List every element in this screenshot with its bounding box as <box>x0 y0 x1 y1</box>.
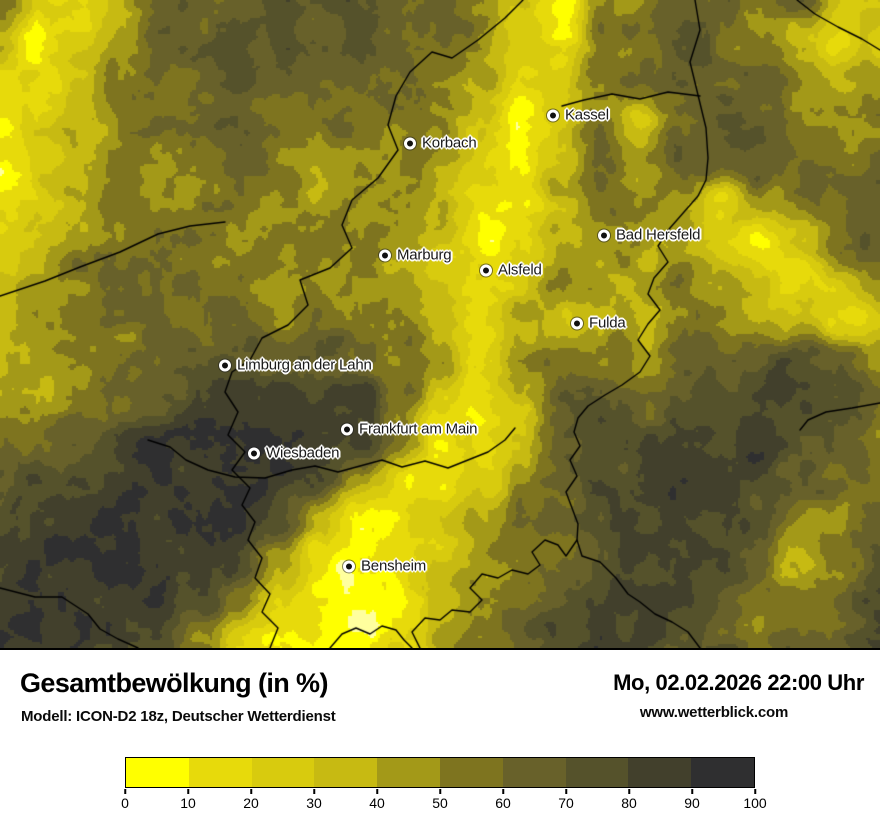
legend-tickmark <box>754 789 756 794</box>
legend-tick-label: 10 <box>180 795 196 811</box>
city-marburg: Marburg <box>379 246 452 264</box>
legend-segment <box>188 758 252 787</box>
legend-tick-label: 0 <box>121 795 129 811</box>
map-footer-divider <box>0 648 880 650</box>
legend-tick-label: 70 <box>558 795 574 811</box>
legend-tick-label: 60 <box>495 795 511 811</box>
city-label: Wiesbaden <box>266 444 340 462</box>
city-alsfeld: Alsfeld <box>480 262 542 279</box>
city-label: Kassel <box>565 106 609 124</box>
legend-segment <box>251 758 315 787</box>
cloud-cover-map: Kassel Korbach Bad Hersfeld Marburg Alsfeld F… <box>0 0 880 648</box>
legend-segment <box>439 758 503 787</box>
city-layer: Kassel Korbach Bad Hersfeld Marburg Alsfeld F… <box>219 107 701 575</box>
city-label: Fulda <box>589 314 626 332</box>
legend-ticks: 0 10 20 30 40 50 60 70 80 90 100 <box>121 788 767 814</box>
city-wiesbaden: Wiesbaden <box>248 445 339 462</box>
city-label: Korbach <box>422 134 477 152</box>
legend-tickmark <box>376 789 378 794</box>
forecast-datetime: Mo, 02.02.2026 22:00 Uhr <box>613 670 864 695</box>
legend-tick-label: 90 <box>684 795 700 811</box>
legend-segment <box>502 758 566 787</box>
legend-tickmark <box>124 789 126 794</box>
legend-tick-label: 80 <box>621 795 637 811</box>
city-label: Alsfeld <box>498 261 542 279</box>
legend-segment <box>314 758 378 787</box>
city-marker-icon <box>598 229 610 241</box>
city-marker-icon <box>219 359 231 371</box>
city-label: Bensheim <box>361 557 427 575</box>
city-marker-icon <box>547 109 559 121</box>
city-marker-icon <box>248 447 260 459</box>
city-kassel: Kassel <box>547 107 609 124</box>
city-marker-icon <box>341 423 353 435</box>
legend-segment <box>126 758 189 787</box>
city-bensheim: Bensheim <box>343 558 426 575</box>
city-marker-icon <box>480 264 492 276</box>
legend-tickmark <box>691 789 693 794</box>
legend-tickmark <box>628 789 630 794</box>
city-label: Limburg an der Lahn <box>237 356 372 374</box>
city-fulda: Fulda <box>571 315 626 332</box>
city-bad-hersfeld: Bad Hersfeld <box>598 226 701 244</box>
city-limburg-an-der-lahn: Limburg an der Lahn <box>219 357 372 374</box>
city-frankfurt-am-main: Frankfurt am Main <box>341 420 478 438</box>
legend-tickmark <box>187 789 189 794</box>
legend-tickmark <box>565 789 567 794</box>
cloud-field-canvas <box>0 0 880 648</box>
legend-segment <box>628 758 692 787</box>
legend-tick-label: 100 <box>743 795 767 811</box>
city-label: Marburg <box>397 246 452 264</box>
page-title: Gesamtbewölkung (in %) <box>20 668 328 698</box>
city-marker-icon <box>571 317 583 329</box>
legend-tick-label: 40 <box>369 795 385 811</box>
city-marker-icon <box>404 137 416 149</box>
legend-tick-label: 30 <box>306 795 322 811</box>
city-marker-icon <box>343 560 355 572</box>
city-marker-icon <box>379 249 391 261</box>
city-label: Frankfurt am Main <box>359 420 478 438</box>
legend-segment <box>691 758 754 787</box>
legend-tickmark <box>250 789 252 794</box>
legend-tickmark <box>439 789 441 794</box>
legend-segment <box>377 758 440 787</box>
city-label: Bad Hersfeld <box>616 226 701 244</box>
website-url: www.wetterblick.com <box>639 704 789 721</box>
datetime-block: Mo, 02.02.2026 22:00 Uhr www.wetterblick… <box>564 670 864 721</box>
legend-tickmark <box>502 789 504 794</box>
legend-tickmark <box>313 789 315 794</box>
model-info: Modell: ICON-D2 18z, Deutscher Wetterdie… <box>21 708 336 725</box>
legend-segment <box>565 758 629 787</box>
legend-bar <box>125 757 755 788</box>
legend-tick-label: 20 <box>243 795 259 811</box>
legend-tick-label: 50 <box>432 795 448 811</box>
city-korbach: Korbach <box>404 134 477 152</box>
